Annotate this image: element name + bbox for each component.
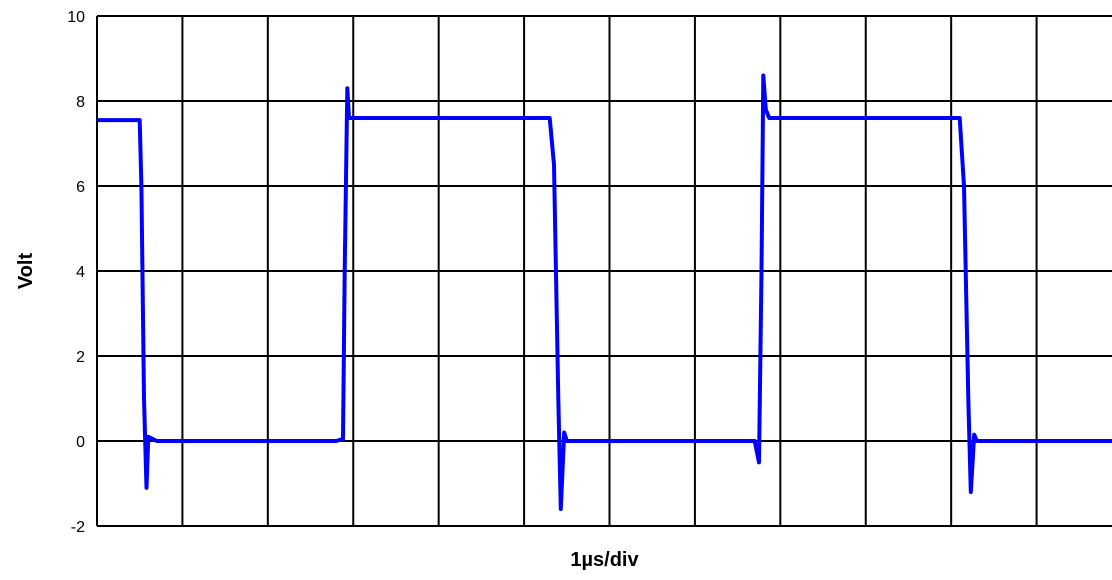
y-tick-label: 10 [67,9,85,26]
y-tick-label: 0 [76,434,85,451]
y-tick-label: 4 [76,264,85,281]
y-tick-labels: -2 0 2 4 6 8 10 [67,9,85,536]
y-tick-label: -2 [71,519,85,536]
y-tick-label: 6 [76,179,85,196]
y-tick-label: 8 [76,94,85,111]
waveform-line [97,73,1112,511]
y-axis-label: Volt [15,253,37,290]
y-tick-label: 2 [76,349,85,366]
grid [96,15,1112,527]
x-axis-label: 1µs/div [570,549,639,571]
series-group [97,73,1112,511]
